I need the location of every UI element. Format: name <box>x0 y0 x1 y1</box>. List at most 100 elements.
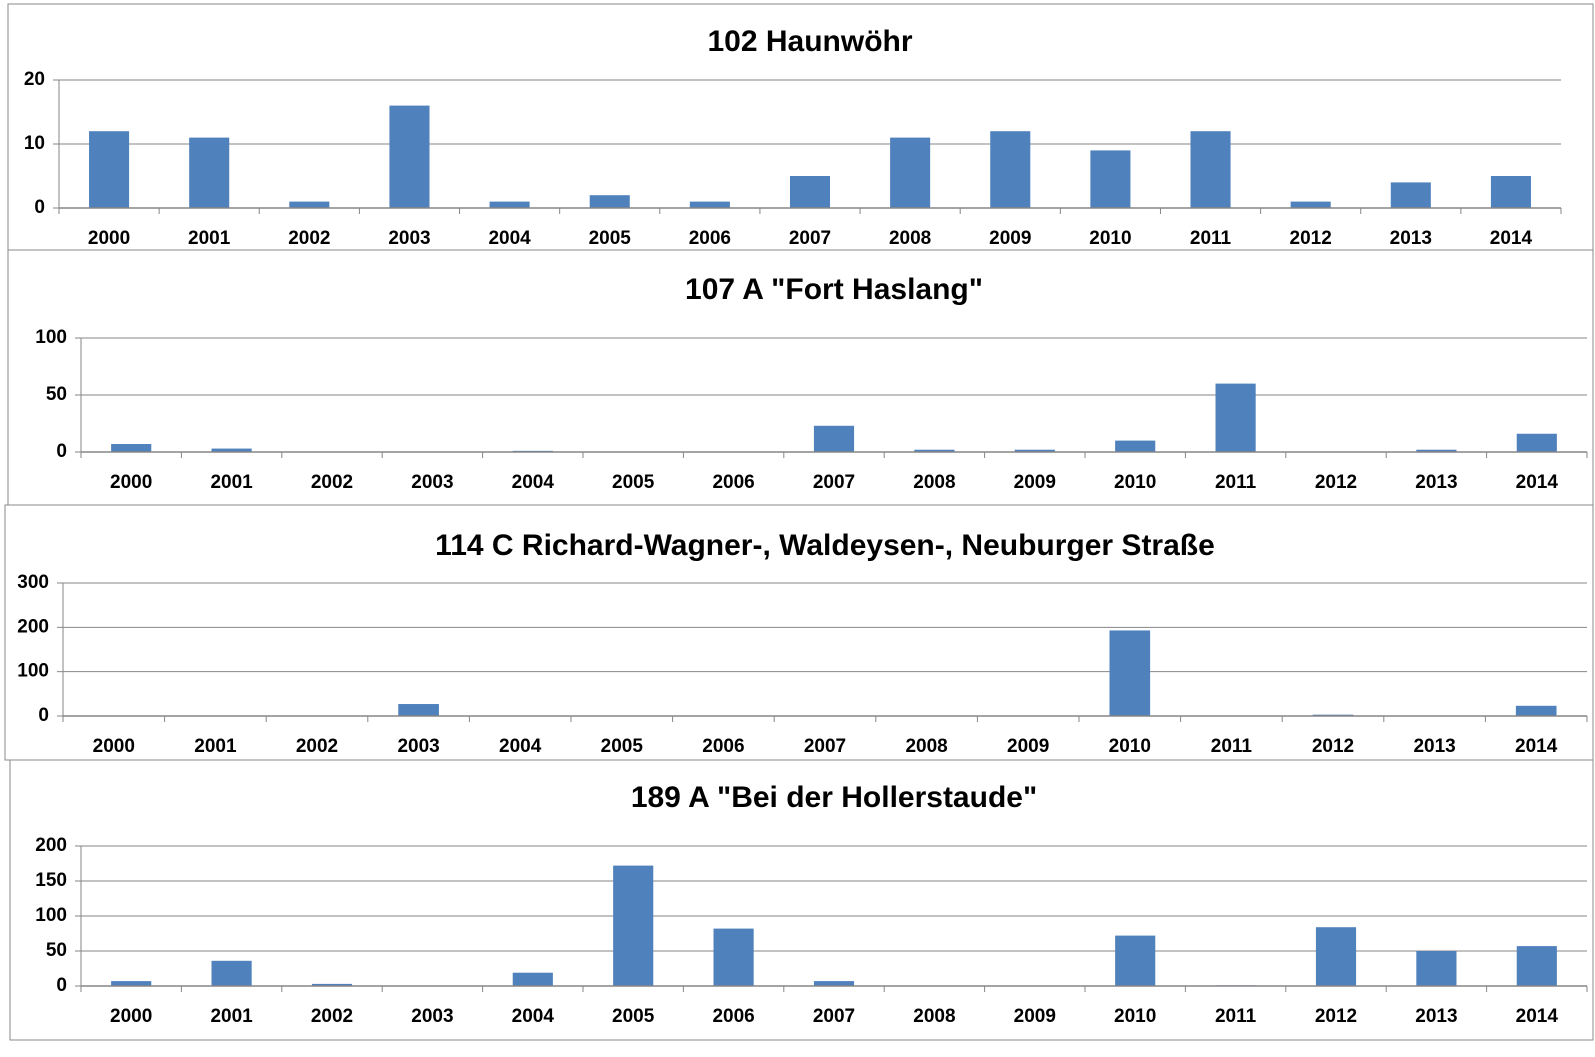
x-tick-label: 2000 <box>110 472 152 493</box>
bar <box>589 195 630 208</box>
bar <box>1315 927 1357 986</box>
bar <box>111 981 152 986</box>
y-tick-label: 150 <box>35 870 67 891</box>
x-tick-label: 2003 <box>388 228 430 249</box>
x-tick-label: 2014 <box>1515 736 1558 757</box>
bar <box>1515 705 1557 716</box>
bar <box>1109 630 1151 716</box>
bar <box>211 960 252 986</box>
x-tick-label: 2007 <box>813 472 855 493</box>
y-tick-label: 300 <box>17 572 49 593</box>
chart-title: 107 A "Fort Haslang" <box>685 273 983 306</box>
bar <box>1115 440 1156 452</box>
x-tick-label: 2004 <box>499 736 542 757</box>
bar <box>289 201 330 208</box>
x-tick-label: 2002 <box>296 736 338 757</box>
bar <box>398 704 439 716</box>
bar <box>789 176 831 208</box>
x-tick-label: 2000 <box>93 736 135 757</box>
x-tick-label: 2014 <box>1516 472 1559 493</box>
x-tick-label: 2011 <box>1215 472 1257 493</box>
bar <box>1416 449 1457 452</box>
x-tick-label: 2002 <box>288 228 330 249</box>
bar <box>1516 433 1557 452</box>
x-tick-label: 2012 <box>1290 228 1332 249</box>
x-tick-label: 2013 <box>1390 228 1432 249</box>
x-tick-label: 2014 <box>1516 1006 1559 1027</box>
x-tick-label: 2006 <box>702 736 744 757</box>
chart-title: 114 C Richard-Wagner-, Waldeysen-, Neubu… <box>435 529 1215 562</box>
bar <box>1416 951 1457 986</box>
x-tick-label: 2007 <box>804 736 846 757</box>
y-tick-label: 200 <box>35 835 67 856</box>
x-tick-label: 2005 <box>612 1006 655 1027</box>
x-tick-label: 2011 <box>1190 228 1232 249</box>
x-tick-label: 2013 <box>1415 472 1457 493</box>
bar <box>1516 946 1557 986</box>
x-tick-label: 2009 <box>1014 472 1056 493</box>
bar <box>1490 176 1531 208</box>
x-tick-label: 2013 <box>1415 1006 1457 1027</box>
x-tick-label: 2009 <box>989 228 1031 249</box>
x-tick-label: 2014 <box>1490 228 1533 249</box>
x-tick-label: 2010 <box>1089 228 1131 249</box>
x-tick-label: 2008 <box>905 736 947 757</box>
x-tick-label: 2012 <box>1312 736 1354 757</box>
bar <box>1215 383 1256 452</box>
x-tick-label: 2006 <box>712 1006 754 1027</box>
bar <box>1390 182 1431 208</box>
bar <box>489 201 530 208</box>
x-tick-label: 2011 <box>1211 736 1253 757</box>
y-tick-label: 0 <box>34 197 45 218</box>
bar <box>189 137 230 208</box>
bar <box>689 201 730 208</box>
x-tick-label: 2006 <box>712 472 754 493</box>
x-tick-label: 2013 <box>1413 736 1455 757</box>
panel <box>9 759 1594 1041</box>
x-tick-label: 2011 <box>1215 1006 1257 1027</box>
x-tick-label: 2012 <box>1315 472 1357 493</box>
x-tick-label: 2002 <box>311 472 353 493</box>
x-tick-label: 2001 <box>210 472 253 493</box>
x-tick-label: 2000 <box>88 228 130 249</box>
y-tick-label: 10 <box>24 133 45 154</box>
y-tick-label: 0 <box>56 975 67 996</box>
x-tick-label: 2001 <box>210 1006 253 1027</box>
x-tick-label: 2012 <box>1315 1006 1357 1027</box>
bar <box>1090 150 1131 208</box>
x-tick-label: 2001 <box>194 736 237 757</box>
bar <box>512 972 553 986</box>
y-tick-label: 0 <box>38 705 49 726</box>
x-tick-label: 2006 <box>689 228 731 249</box>
x-tick-label: 2007 <box>813 1006 855 1027</box>
bar <box>813 425 855 452</box>
bar <box>914 449 955 452</box>
x-tick-label: 2008 <box>913 1006 955 1027</box>
x-tick-label: 2010 <box>1114 472 1156 493</box>
x-tick-label: 2010 <box>1114 1006 1156 1027</box>
y-tick-label: 200 <box>17 616 49 637</box>
bar <box>813 981 855 986</box>
bar <box>389 105 430 208</box>
bar <box>111 444 152 452</box>
bar <box>1190 131 1231 208</box>
y-tick-label: 100 <box>17 661 49 682</box>
x-tick-label: 2000 <box>110 1006 152 1027</box>
y-tick-label: 50 <box>46 384 67 405</box>
chart-title: 102 Haunwöhr <box>707 25 912 58</box>
y-tick-label: 100 <box>35 905 67 926</box>
x-tick-label: 2005 <box>589 228 632 249</box>
bar <box>890 137 931 208</box>
x-tick-label: 2009 <box>1014 1006 1056 1027</box>
x-tick-label: 2008 <box>889 228 931 249</box>
y-tick-label: 0 <box>56 441 67 462</box>
x-tick-label: 2001 <box>188 228 231 249</box>
y-tick-label: 20 <box>24 69 45 90</box>
x-tick-label: 2010 <box>1109 736 1151 757</box>
x-tick-label: 2007 <box>789 228 831 249</box>
bar <box>1014 449 1055 452</box>
bar <box>89 131 130 208</box>
x-tick-label: 2002 <box>311 1006 353 1027</box>
x-tick-label: 2003 <box>411 472 453 493</box>
